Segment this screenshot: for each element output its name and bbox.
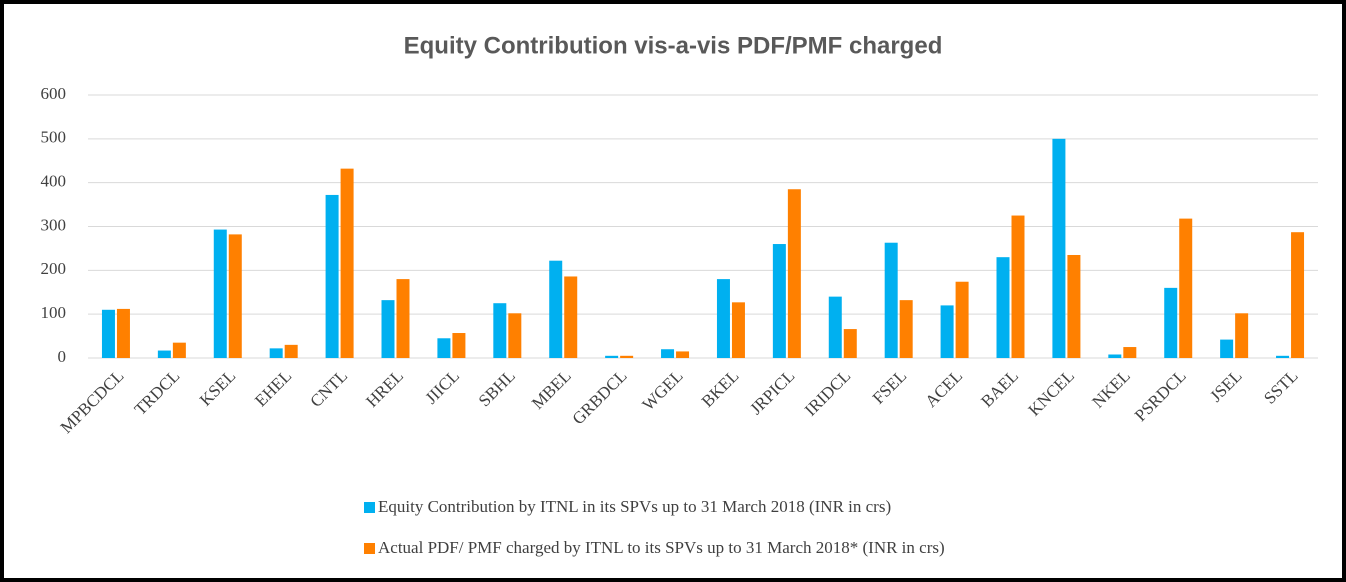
- bar: [269, 348, 283, 358]
- bar: [101, 309, 115, 358]
- bar: [940, 305, 954, 358]
- bar: [1164, 287, 1178, 358]
- bar: [772, 244, 786, 358]
- y-tick-label: 100: [41, 303, 67, 322]
- bar: [284, 344, 298, 358]
- bar: [493, 303, 507, 358]
- bar: [605, 355, 619, 358]
- bar: [1179, 218, 1193, 358]
- bar: [955, 281, 969, 358]
- bar: [508, 313, 522, 358]
- bar: [1291, 232, 1305, 358]
- bar: [1123, 347, 1137, 358]
- bar: [549, 260, 563, 358]
- bar: [116, 308, 130, 358]
- y-tick-label: 400: [41, 172, 67, 191]
- bar: [325, 194, 339, 358]
- y-tick-label: 500: [41, 128, 67, 147]
- bar: [1235, 313, 1249, 358]
- y-tick-label: 0: [58, 347, 67, 366]
- legend-label: Equity Contribution by ITNL in its SPVs …: [378, 497, 891, 516]
- bar: [1276, 355, 1290, 358]
- bar: [843, 329, 857, 358]
- bar: [661, 349, 675, 358]
- bar: [1052, 138, 1066, 358]
- y-tick-label: 600: [41, 84, 67, 103]
- bar: [340, 168, 354, 358]
- bar: [1108, 354, 1122, 358]
- bar: [396, 279, 410, 358]
- bar: [1067, 254, 1081, 358]
- bar: [676, 351, 690, 358]
- bar: [828, 296, 842, 358]
- bar: [228, 234, 242, 358]
- legend-swatch: [364, 502, 375, 513]
- bar: [437, 338, 451, 358]
- legend-swatch: [364, 543, 375, 554]
- bar: [787, 189, 801, 358]
- bar: [1011, 215, 1025, 358]
- bar: [381, 300, 395, 358]
- bar: [731, 302, 745, 358]
- chart-title: Equity Contribution vis-a-vis PDF/PMF ch…: [404, 32, 943, 59]
- bar: [899, 300, 913, 358]
- bar: [716, 279, 730, 358]
- bar: [213, 229, 227, 358]
- y-tick-label: 300: [41, 215, 67, 234]
- bar: [996, 257, 1010, 358]
- legend-label: Actual PDF/ PMF charged by ITNL to its S…: [378, 538, 945, 557]
- bar: [172, 342, 186, 358]
- y-tick-label: 200: [41, 259, 67, 278]
- bar: [620, 355, 634, 358]
- bar: [1220, 339, 1234, 358]
- bar: [564, 276, 578, 358]
- bar: [452, 333, 466, 358]
- bar: [157, 350, 171, 358]
- bar: [884, 242, 898, 358]
